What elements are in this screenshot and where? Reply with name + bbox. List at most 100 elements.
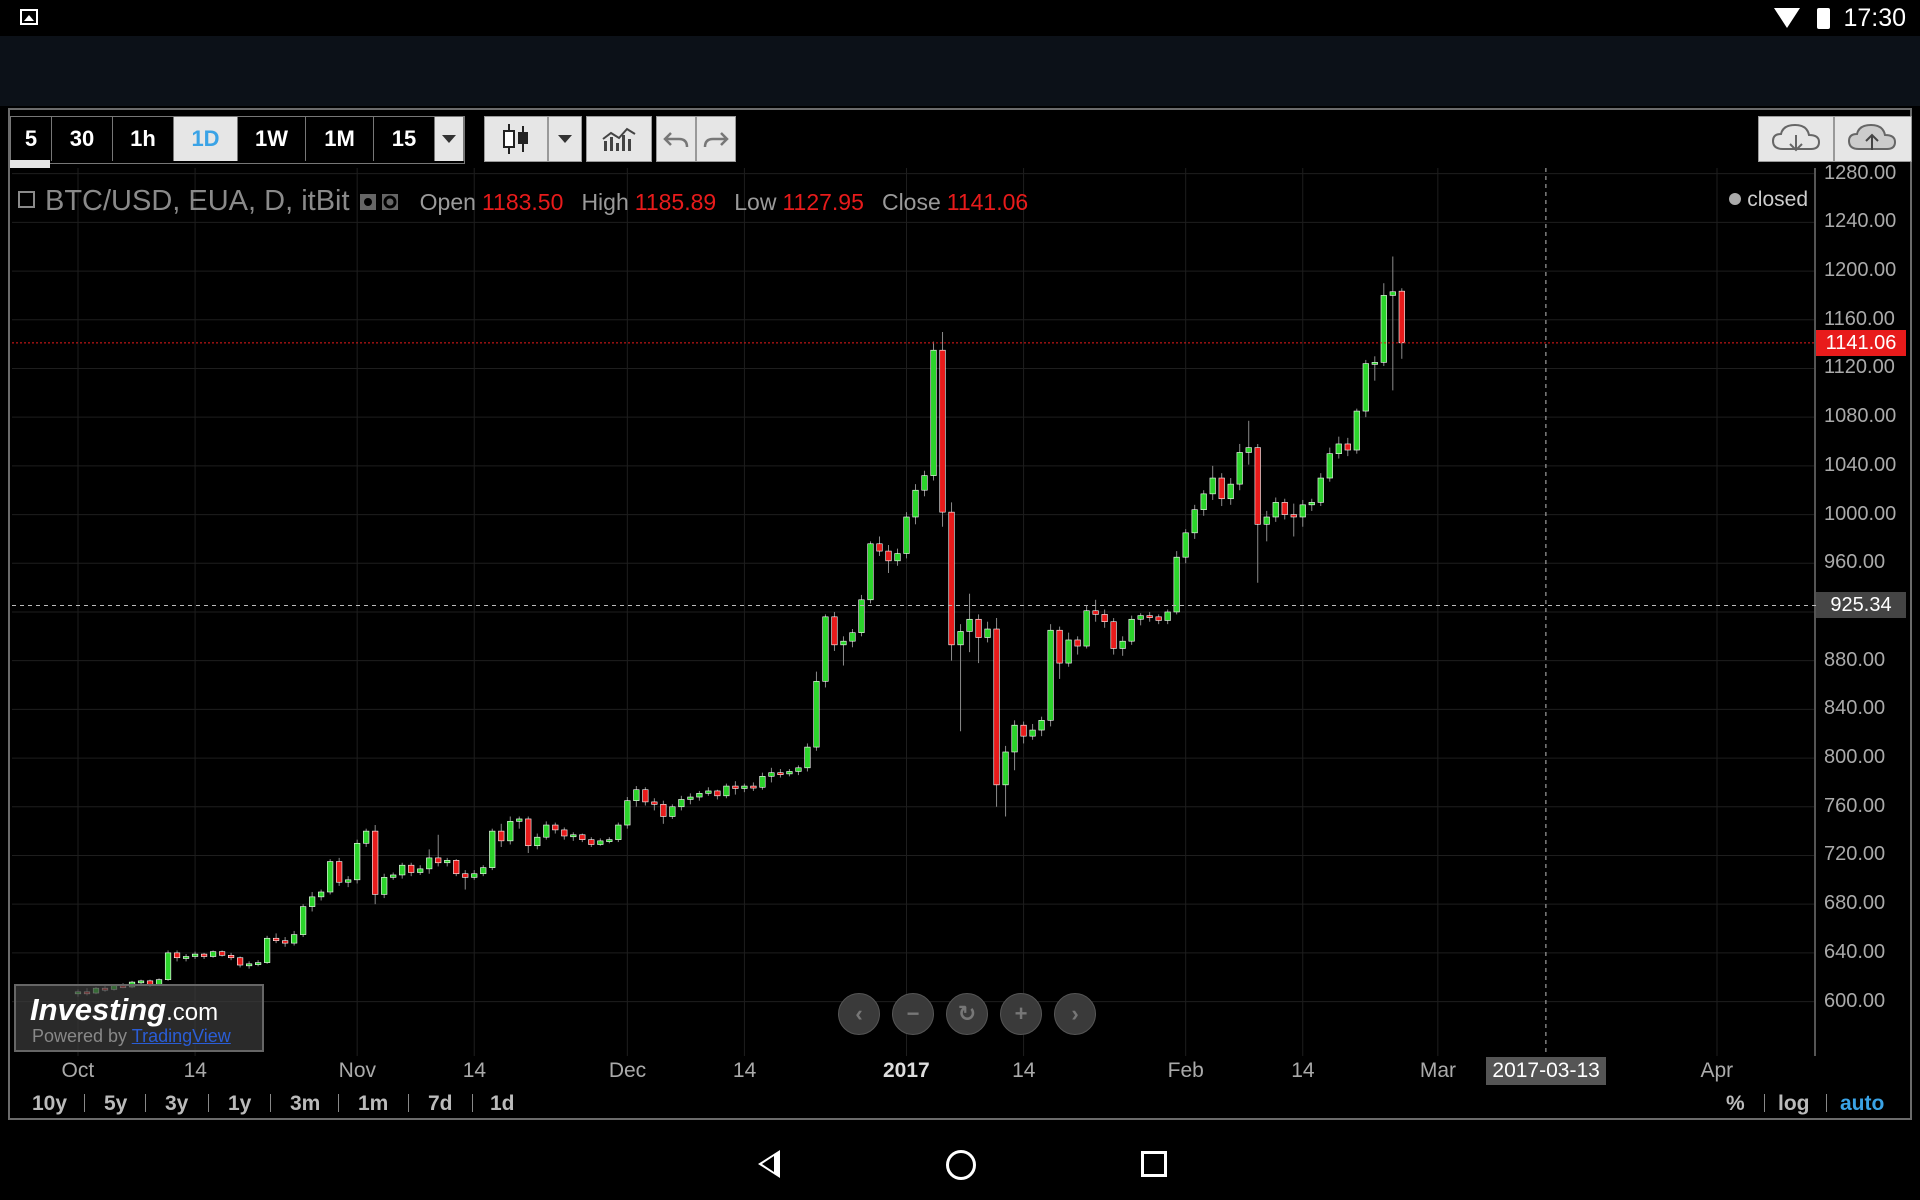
recents-icon[interactable] — [1141, 1151, 1167, 1177]
range-7d[interactable]: 7d — [428, 1092, 453, 1115]
chart-type-dropdown[interactable] — [548, 116, 582, 162]
range-5y[interactable]: 5y — [104, 1092, 128, 1115]
candle-body — [1146, 615, 1153, 618]
range-1m[interactable]: 1m — [358, 1092, 389, 1115]
y-tick-label: 840.00 — [1824, 697, 1886, 720]
timeframe-1h[interactable]: 1h — [113, 117, 174, 161]
x-tick-label: Oct — [61, 1059, 95, 1082]
candle-body — [1083, 610, 1090, 647]
range-3m[interactable]: 3m — [290, 1092, 321, 1115]
app-bar — [0, 36, 1920, 106]
candle-body — [462, 873, 469, 878]
time-axis[interactable]: Oct 14 Nov 14 Dec 14 2017 14 Feb 14 Mar Apr 2017-03-… — [12, 1056, 1816, 1086]
investing-logo[interactable]: Investing.com Powered by TradingView — [14, 984, 264, 1052]
open-label: Open — [419, 189, 476, 215]
candle-body — [182, 956, 190, 959]
candle-body — [1326, 453, 1333, 479]
candle-body — [903, 516, 910, 554]
candle-body — [191, 953, 199, 957]
candle-body — [507, 821, 514, 842]
y-tick-label: 1160.00 — [1824, 307, 1895, 330]
scale-auto[interactable]: auto — [1840, 1092, 1885, 1115]
candle-body — [552, 824, 559, 831]
range-3y[interactable]: 3y — [165, 1092, 189, 1115]
timeframe-30[interactable]: 30 — [52, 117, 113, 161]
tradingview-link[interactable]: TradingView — [131, 1026, 231, 1046]
candle-body — [669, 806, 676, 817]
scale-log[interactable]: log — [1778, 1092, 1810, 1115]
x-tick-label: Dec — [608, 1059, 647, 1082]
candle-body — [651, 801, 658, 805]
powered-by: Powered by TradingView — [32, 1026, 231, 1046]
range-divider — [84, 1094, 85, 1112]
candle-body — [597, 840, 604, 845]
candle-body — [363, 830, 370, 844]
home-icon[interactable] — [946, 1150, 976, 1180]
timeframe-5[interactable]: 5 — [11, 117, 52, 161]
candle-body — [570, 834, 577, 838]
candle-body — [354, 842, 361, 881]
candle-body — [696, 793, 703, 798]
candle-body — [777, 772, 784, 775]
timeframe-dropdown[interactable] — [435, 117, 464, 161]
load-layout-button[interactable] — [1758, 116, 1834, 162]
candle-body — [164, 952, 172, 980]
zoom-in-button[interactable]: + — [1000, 993, 1042, 1035]
scroll-right-button[interactable]: › — [1054, 993, 1096, 1035]
candle-body — [426, 857, 433, 870]
timeframe-1m[interactable]: 1M — [306, 117, 374, 161]
back-icon[interactable] — [758, 1150, 780, 1178]
undo-button[interactable] — [656, 116, 696, 162]
candle-body — [1344, 443, 1351, 451]
zoom-out-button[interactable]: − — [892, 993, 934, 1035]
range-1d[interactable]: 1d — [490, 1092, 515, 1115]
x-tick-label: 14 — [1291, 1059, 1315, 1082]
redo-button[interactable] — [696, 116, 736, 162]
y-tick-label: 1280.00 — [1824, 161, 1897, 184]
candle-body — [714, 790, 721, 797]
clock: 17:30 — [1843, 4, 1906, 32]
indicators-button[interactable] — [586, 116, 652, 162]
chevron-left-icon: ‹ — [855, 1001, 863, 1026]
candle-body — [858, 599, 865, 633]
candle-body — [173, 952, 181, 959]
candle-body — [606, 839, 613, 842]
scale-percent[interactable]: % — [1726, 1092, 1745, 1115]
candle-body — [327, 861, 334, 893]
settings-icons[interactable] — [358, 185, 402, 218]
reset-button[interactable]: ↻ — [946, 993, 988, 1035]
candle-body — [318, 891, 325, 898]
candle-body — [1011, 724, 1018, 753]
candle-body — [480, 867, 487, 875]
range-10y[interactable]: 10y — [32, 1092, 68, 1115]
candle-body — [1398, 290, 1405, 344]
candle-body — [1299, 504, 1306, 518]
candle-body — [588, 839, 595, 845]
candle-body — [687, 796, 694, 800]
candle-body — [1317, 477, 1324, 503]
timeframe-1w[interactable]: 1W — [238, 117, 306, 161]
candle-body — [876, 543, 883, 552]
collapse-icon[interactable] — [18, 191, 35, 208]
price-chart[interactable] — [12, 168, 1816, 1056]
range-1y[interactable]: 1y — [228, 1092, 252, 1115]
y-tick-label: 880.00 — [1824, 648, 1886, 671]
chart-type-button[interactable] — [484, 116, 548, 162]
x-tick-label: Mar — [1419, 1059, 1456, 1082]
low-label: Low — [734, 189, 777, 215]
timeframe-1d[interactable]: 1D — [174, 117, 238, 161]
candle-body — [723, 785, 730, 797]
candle-body — [966, 618, 973, 632]
timeframe-15[interactable]: 15 — [374, 117, 435, 161]
candle-body — [1038, 720, 1045, 731]
candle-body — [750, 785, 757, 789]
y-tick-label: 960.00 — [1824, 551, 1886, 574]
scroll-left-button[interactable]: ‹ — [838, 993, 880, 1035]
candle-body — [1119, 640, 1126, 649]
save-layout-button[interactable] — [1834, 116, 1912, 162]
candle-body — [471, 873, 478, 878]
undo-icon — [663, 132, 689, 148]
indicators-icon — [602, 127, 636, 151]
gear-icon — [359, 194, 398, 210]
y-tick-label: 600.00 — [1824, 989, 1886, 1012]
